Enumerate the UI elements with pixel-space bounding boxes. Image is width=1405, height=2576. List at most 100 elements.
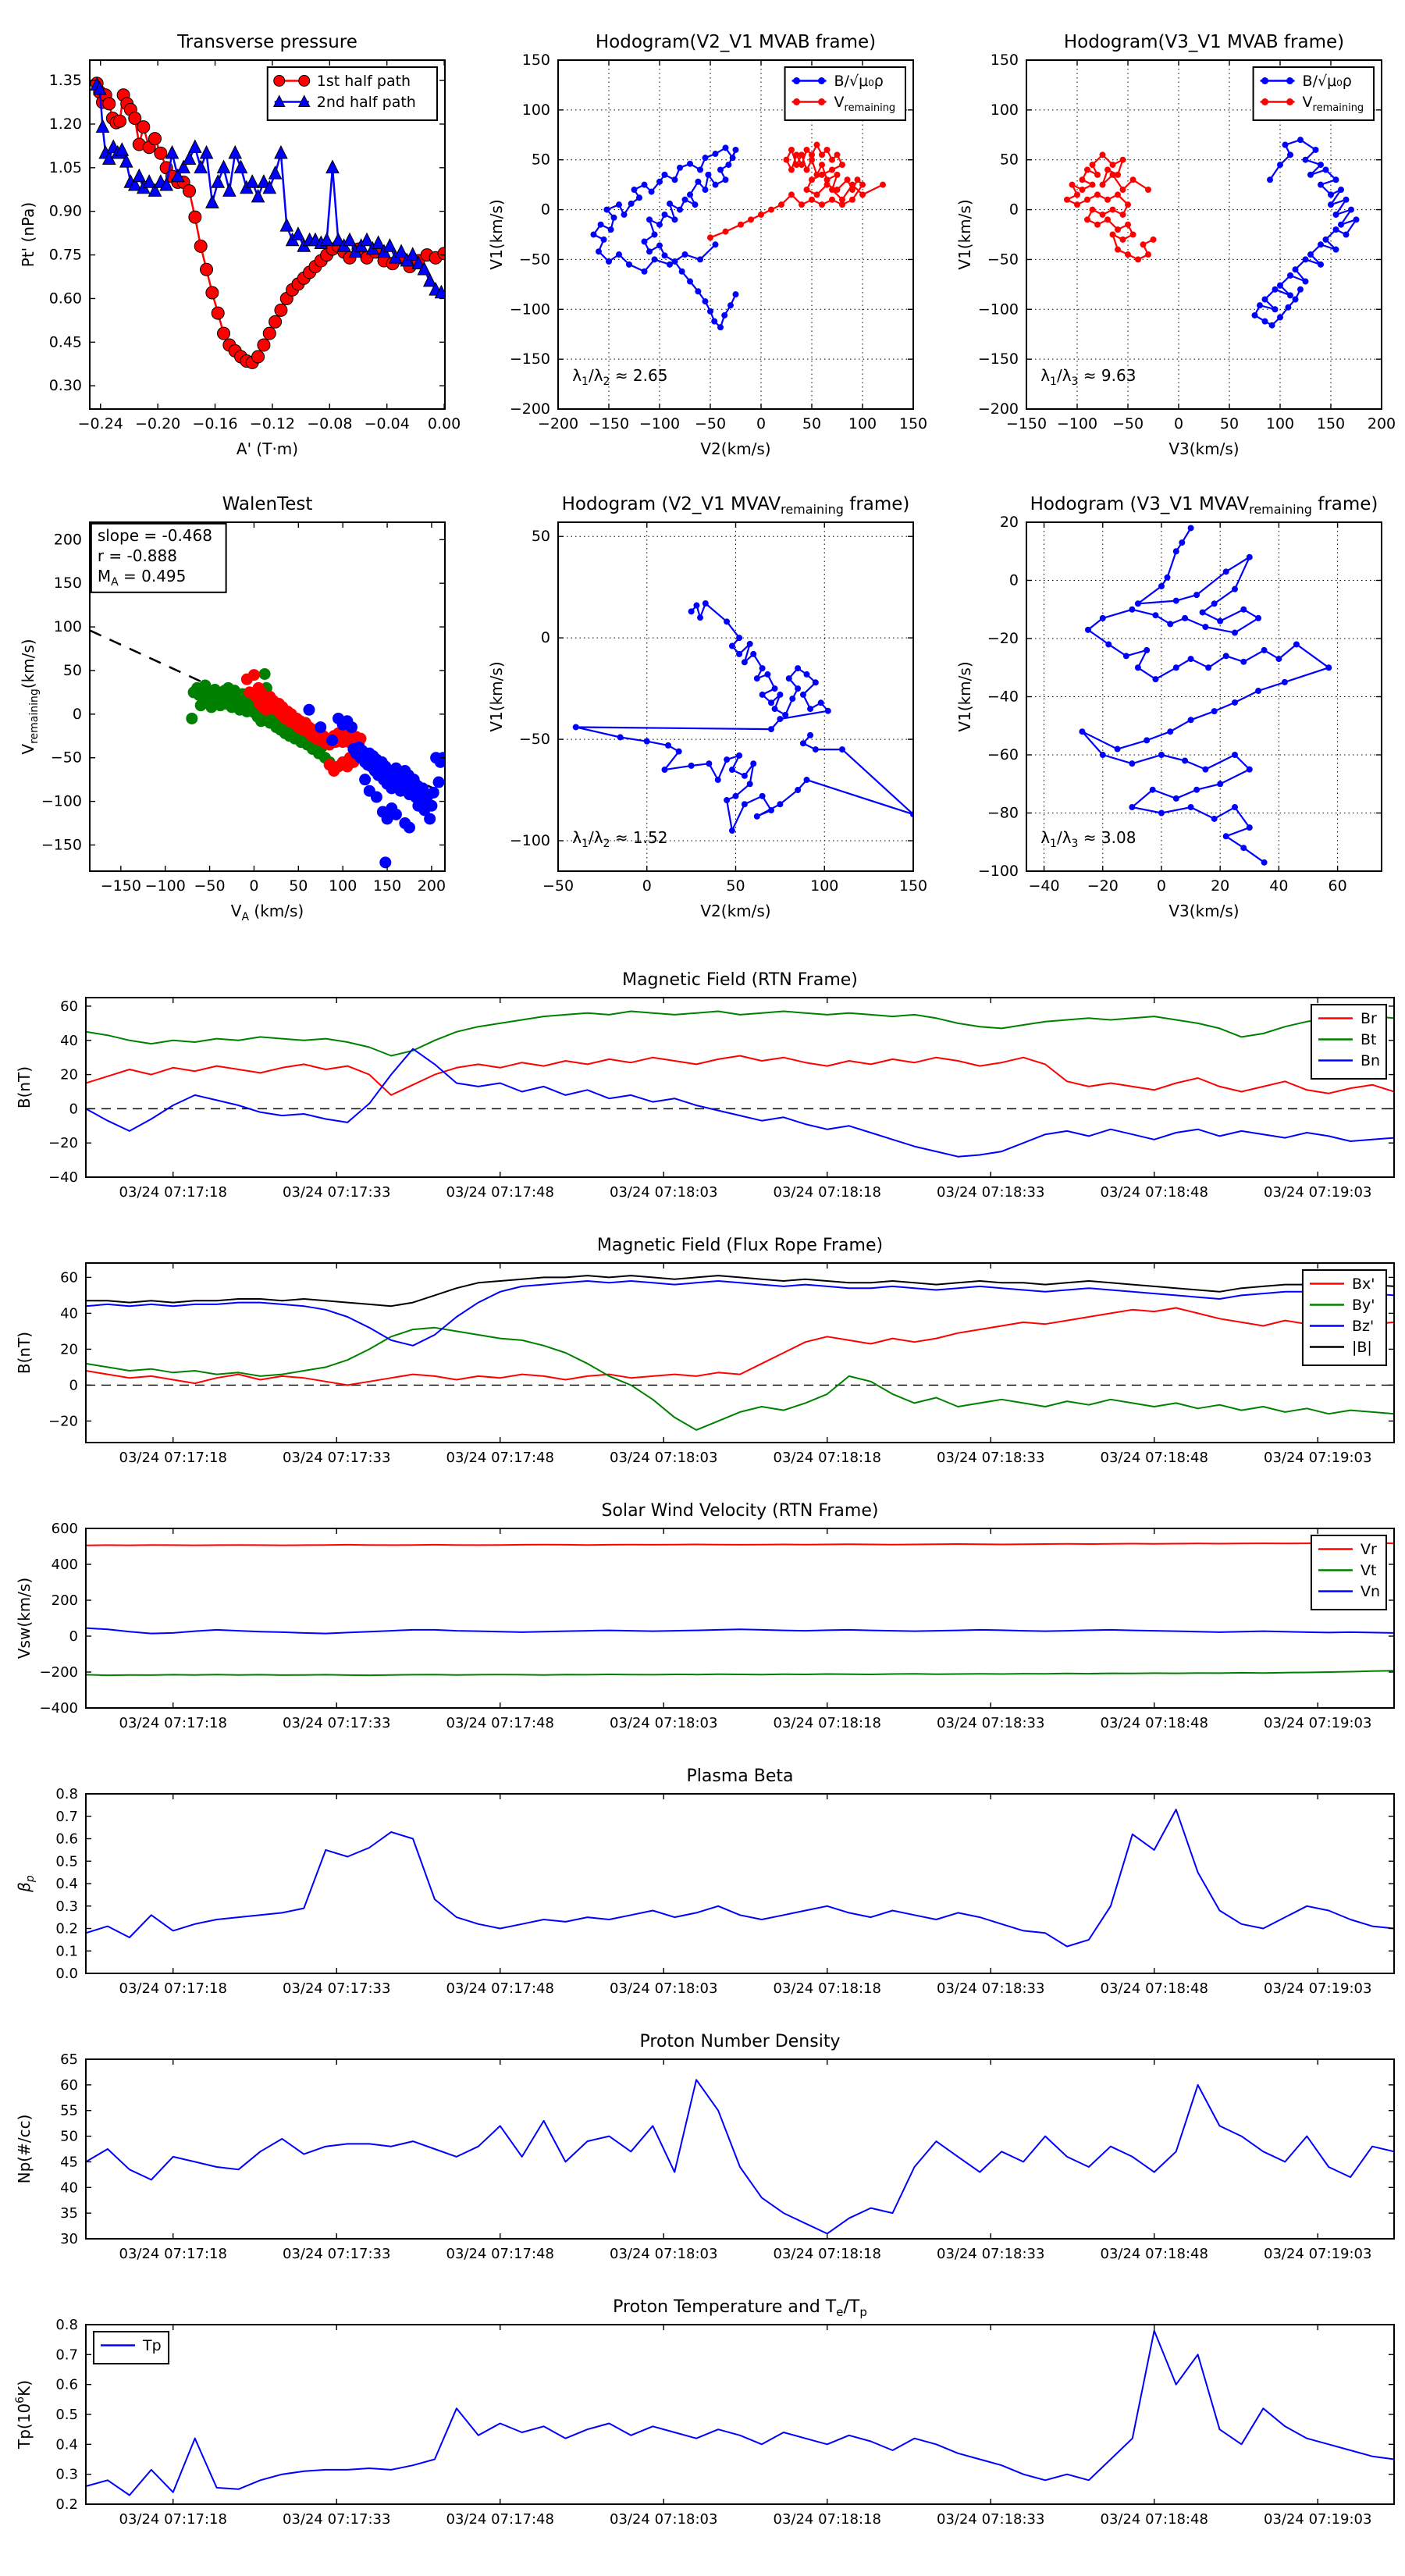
x-tick-label: 03/24 07:17:18 bbox=[119, 1450, 227, 1466]
annotation-text: λ1/λ2 ≈ 1.52 bbox=[572, 828, 667, 850]
x-tick-label: −0.12 bbox=[250, 415, 295, 432]
x-tick-label: 03/24 07:18:03 bbox=[610, 1715, 717, 1731]
plasma-beta-svg: 03/24 07:17:18 03/24 07:17:33 03/24 07:17:… bbox=[0, 1756, 1405, 2022]
legend: 1st half path 2nd half path bbox=[266, 66, 438, 121]
y-tick-label: 40 bbox=[60, 2179, 78, 2196]
y-tick-label: 0.6 bbox=[55, 1831, 78, 1848]
legend: B/√μ₀ρ Vremaining bbox=[784, 66, 906, 121]
axis-ticks bbox=[557, 522, 914, 871]
legend-label: B/√μ₀ρ bbox=[834, 73, 884, 90]
y-tick-label: 150 bbox=[54, 575, 82, 592]
y-tick-label: 0.4 bbox=[55, 1876, 78, 1892]
x-tick-label: 03/24 07:17:48 bbox=[446, 2511, 554, 2528]
y-tick-label: −50 bbox=[51, 749, 82, 767]
markers-V-remaining bbox=[1064, 151, 1157, 263]
x-tick-label: 03/24 07:19:03 bbox=[1264, 1184, 1371, 1201]
x-tick-label: 03/24 07:19:03 bbox=[1264, 1450, 1371, 1466]
y-tick-label: 60 bbox=[60, 998, 78, 1015]
axes-box bbox=[85, 1528, 1395, 1709]
y-tick-label: 1.20 bbox=[49, 116, 82, 133]
x-tick-label: 03/24 07:18:48 bbox=[1101, 2511, 1208, 2528]
y-tick-label: −20 bbox=[48, 1413, 78, 1429]
y-tick-label: −100 bbox=[510, 832, 550, 849]
y-tick-label: 200 bbox=[54, 531, 82, 548]
x-tick-label: 200 bbox=[418, 877, 446, 895]
y-tick-label: 50 bbox=[63, 662, 82, 679]
legend-label: Vn bbox=[1361, 1583, 1380, 1600]
magnetic-field-flux-rope-svg: 03/24 07:17:18 03/24 07:17:33 03/24 07:17:… bbox=[0, 1226, 1405, 1491]
series-group bbox=[1079, 525, 1332, 866]
legend: Bx' By' Bz' |B| bbox=[1301, 1269, 1387, 1366]
y-tick-label: −100 bbox=[978, 863, 1019, 880]
legend-label: 2nd half path bbox=[317, 94, 416, 111]
y-tick-label: 0.90 bbox=[49, 203, 82, 220]
y-tick-label: 0 bbox=[541, 629, 550, 646]
x-tick-label: 03/24 07:17:33 bbox=[283, 1450, 390, 1466]
legend-label: Vremaining bbox=[834, 94, 896, 114]
x-tick-label: −150 bbox=[101, 877, 141, 895]
y-tick-label: −100 bbox=[978, 301, 1019, 318]
y-axis-label: V1(km/s) bbox=[955, 661, 974, 731]
y-tick-label: 0.5 bbox=[55, 2407, 78, 2423]
chart-title: Hodogram(V2_V1 MVAB frame) bbox=[596, 32, 876, 52]
y-tick-label: −100 bbox=[510, 301, 550, 318]
chart-title: Hodogram (V3_V1 MVAVremaining frame) bbox=[1030, 494, 1378, 517]
y-tick-label: 50 bbox=[60, 2129, 78, 2145]
chart-title: Proton Number Density bbox=[640, 2032, 841, 2051]
x-tick-label: 03/24 07:19:03 bbox=[1264, 2511, 1371, 2528]
x-tick-label: 03/24 07:18:18 bbox=[774, 1715, 881, 1731]
transverse-pressure-chart: −0.24 −0.20 −0.16 −0.12 −0.08 −0.04 0.00 0.30 0.… bbox=[0, 9, 468, 471]
legend-label: Vt bbox=[1361, 1562, 1376, 1579]
y-tick-label: 1.05 bbox=[49, 159, 82, 176]
series-Bt bbox=[86, 1010, 1394, 1057]
annotation-text: λ1/λ2 ≈ 2.65 bbox=[572, 366, 667, 388]
x-tick-label: 03/24 07:17:33 bbox=[283, 2511, 390, 2528]
y-tick-label: −200 bbox=[978, 400, 1019, 418]
y-tick-label: 0.60 bbox=[49, 290, 82, 307]
series-Bx-prime bbox=[86, 1307, 1394, 1386]
x-tick-label: 150 bbox=[1317, 415, 1345, 432]
y-axis-label: βp bbox=[15, 1875, 37, 1893]
x-tick-label: 03/24 07:18:18 bbox=[774, 1184, 881, 1201]
y-tick-label: 150 bbox=[991, 52, 1019, 69]
y-tick-label: 100 bbox=[522, 101, 550, 119]
x-tick-label: 0 bbox=[249, 877, 258, 895]
chart-title: Hodogram (V2_V1 MVAVremaining frame) bbox=[562, 494, 910, 517]
hodogram-v2v1-mvav-svg: −50 0 50 100 150 −100 −50 0 50 Hodogram (V2_V1 MV… bbox=[468, 471, 937, 934]
markers-B-alfven bbox=[1251, 137, 1360, 329]
x-tick-label: −150 bbox=[589, 415, 629, 432]
y-tick-label: 0.2 bbox=[55, 2496, 78, 2513]
axis-ticks bbox=[86, 998, 1394, 1178]
axis-ticks bbox=[1026, 59, 1382, 410]
y-tick-label: 20 bbox=[60, 1067, 78, 1083]
y-tick-label: 0.7 bbox=[55, 2347, 78, 2363]
x-tick-label: 03/24 07:18:33 bbox=[937, 1715, 1044, 1731]
x-tick-label: 03/24 07:17:18 bbox=[119, 1184, 227, 1201]
legend-label: Vremaining bbox=[1303, 94, 1364, 114]
y-axis-label: B(nT) bbox=[15, 1066, 34, 1108]
y-tick-label: 0.30 bbox=[49, 377, 82, 394]
x-axis-label: V3(km/s) bbox=[1168, 902, 1239, 920]
x-tick-label: 0.00 bbox=[428, 415, 461, 432]
y-axis-label: V1(km/s) bbox=[487, 661, 506, 731]
y-tick-label: −400 bbox=[40, 1700, 78, 1717]
axes-box bbox=[89, 59, 446, 410]
x-tick-label: 03/24 07:17:48 bbox=[446, 1450, 554, 1466]
x-tick-label: 03/24 07:17:18 bbox=[119, 1980, 227, 1997]
x-tick-label: 50 bbox=[289, 877, 308, 895]
y-tick-label: 100 bbox=[54, 618, 82, 635]
y-tick-label: 50 bbox=[532, 151, 550, 169]
x-tick-label: 03/24 07:18:18 bbox=[774, 2246, 881, 2262]
x-tick-label: 03/24 07:18:03 bbox=[610, 1184, 717, 1201]
y-tick-label: 0 bbox=[1009, 201, 1019, 219]
x-tick-label: 03/24 07:18:48 bbox=[1101, 1980, 1208, 1997]
hodogram-v2v1-mvab-chart: −200 −150 −100 −50 0 50 100 150 −200 −150 −100 −50 0… bbox=[468, 9, 937, 471]
proton-density-chart: 03/24 07:17:18 03/24 07:17:33 03/24 07:17:… bbox=[0, 2022, 1405, 2287]
axis-ticks bbox=[90, 60, 445, 409]
x-tick-label: 50 bbox=[802, 415, 821, 432]
x-tick-label: −50 bbox=[542, 877, 574, 895]
legend-label: By' bbox=[1352, 1297, 1375, 1314]
y-tick-label: −150 bbox=[978, 350, 1019, 368]
series-group bbox=[86, 2329, 1394, 2496]
